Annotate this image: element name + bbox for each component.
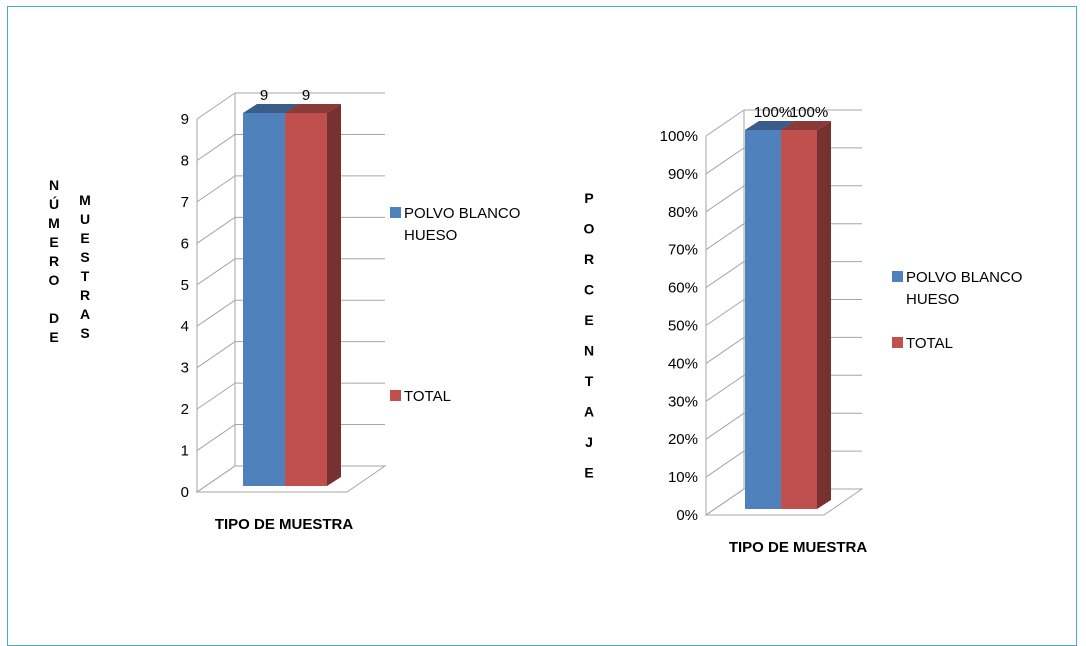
y-tick-label: 3 xyxy=(181,360,189,377)
y-axis-title-letter: N xyxy=(49,177,59,193)
y-axis-title-letter: E xyxy=(584,465,593,481)
y-tick-label: 0 xyxy=(181,484,189,501)
side-wall-gridline xyxy=(196,258,236,286)
y-tick-label: 9 xyxy=(181,111,189,128)
y-axis-title-letter: O xyxy=(49,272,60,288)
data-label: 9 xyxy=(302,87,310,104)
side-wall-gridline xyxy=(196,299,236,327)
y-axis-title-letter: R xyxy=(49,253,59,269)
side-wall-gridline xyxy=(705,412,745,440)
chart-1 xyxy=(195,92,401,493)
y-axis-title-letter: A xyxy=(584,404,594,420)
y-axis-title-letter: E xyxy=(49,234,58,250)
y-tick-label: 4 xyxy=(181,318,189,335)
x-axis-title: TIPO DE MUESTRA xyxy=(729,539,868,556)
bar-side xyxy=(817,121,831,509)
y-axis-title-letter: E xyxy=(49,329,58,345)
bar-side xyxy=(327,104,341,486)
legend-swatch xyxy=(390,390,401,401)
y-axis-title-letter: T xyxy=(81,268,90,284)
y-tick-label: 0% xyxy=(676,507,698,524)
bar-top xyxy=(781,121,831,130)
y-axis-title-letter: D xyxy=(49,310,59,326)
side-wall-gridline xyxy=(705,261,745,289)
legend-label: TOTAL xyxy=(404,388,451,405)
y-axis-title-letter: A xyxy=(80,306,90,322)
side-wall-gridline xyxy=(196,216,236,244)
legend-label: HUESO xyxy=(404,227,457,244)
legend-swatch xyxy=(892,271,903,282)
bar-front xyxy=(243,113,285,486)
y-tick-label: 100% xyxy=(660,128,698,145)
legend-swatch xyxy=(390,207,401,218)
y-axis-title-letter: Ú xyxy=(49,195,59,212)
y-axis-title-letter: T xyxy=(585,373,594,389)
bar-front xyxy=(285,113,327,486)
y-tick-label: 30% xyxy=(668,393,698,410)
chart-frame xyxy=(7,6,1077,646)
side-wall-gridline xyxy=(705,374,745,402)
y-axis-title-letter: E xyxy=(80,230,89,246)
y-tick-label: 8 xyxy=(181,152,189,169)
bar-top xyxy=(243,104,299,113)
y-axis-title-letter: U xyxy=(80,211,90,227)
legend-label: POLVO BLANCO xyxy=(404,205,520,222)
y-axis-title-letter: C xyxy=(584,282,594,298)
y-tick-label: 60% xyxy=(668,280,698,297)
y-tick-label: 40% xyxy=(668,355,698,372)
y-tick-label: 20% xyxy=(668,431,698,448)
y-axis-title-letter: M xyxy=(79,192,91,208)
bar-top xyxy=(745,121,795,130)
y-tick-label: 90% xyxy=(668,166,698,183)
side-wall-gridline xyxy=(705,223,745,251)
y-tick-label: 5 xyxy=(181,277,189,294)
chart-floor xyxy=(704,488,864,516)
y-axis-title-letter: J xyxy=(585,434,593,450)
side-wall-gridline xyxy=(196,341,236,369)
legend-label: TOTAL xyxy=(906,335,953,352)
y-tick-label: 2 xyxy=(181,401,189,418)
y-tick-label: 80% xyxy=(668,204,698,221)
y-tick-label: 1 xyxy=(181,443,189,460)
y-axis-title-letter: S xyxy=(80,249,89,265)
legend-swatch xyxy=(892,337,903,348)
y-axis-title-letter: R xyxy=(584,251,594,267)
side-wall-gridline xyxy=(705,109,745,137)
x-axis-title: TIPO DE MUESTRA xyxy=(215,516,354,533)
side-wall-gridline xyxy=(196,134,236,161)
side-wall-gridline xyxy=(196,424,236,451)
y-tick-label: 70% xyxy=(668,242,698,259)
side-wall-gridline xyxy=(705,147,745,175)
y-axis-title-letter: M xyxy=(48,215,60,231)
data-label: 100% xyxy=(790,104,828,121)
legend-label: HUESO xyxy=(906,291,959,308)
y-axis-title-letter: N xyxy=(584,343,594,359)
y-tick-label: 6 xyxy=(181,235,189,252)
y-tick-label: 10% xyxy=(668,469,698,486)
side-wall-gridline xyxy=(705,450,745,478)
bar-front xyxy=(745,130,781,509)
y-axis-title-letter: O xyxy=(584,221,595,237)
chart-floor xyxy=(195,465,387,493)
data-label: 100% xyxy=(754,104,792,121)
bar-top xyxy=(285,104,341,113)
y-tick-label: 7 xyxy=(181,194,189,211)
side-wall-gridline xyxy=(705,299,745,326)
y-tick-label: 50% xyxy=(668,318,698,335)
y-axis-title-letter: R xyxy=(80,287,90,303)
side-wall-gridline xyxy=(196,92,236,120)
y-axis-title-letter: P xyxy=(584,190,593,206)
side-wall-gridline xyxy=(196,382,236,410)
data-label: 9 xyxy=(260,87,268,104)
side-wall-gridline xyxy=(196,175,236,203)
legend-label: POLVO BLANCO xyxy=(906,269,1022,286)
side-wall-gridline xyxy=(705,336,745,364)
side-wall-gridline xyxy=(705,185,745,213)
bar-front xyxy=(781,130,817,509)
y-axis-title-letter: S xyxy=(80,325,89,341)
chart-2 xyxy=(704,109,903,516)
y-axis-title-letter: E xyxy=(584,312,593,328)
